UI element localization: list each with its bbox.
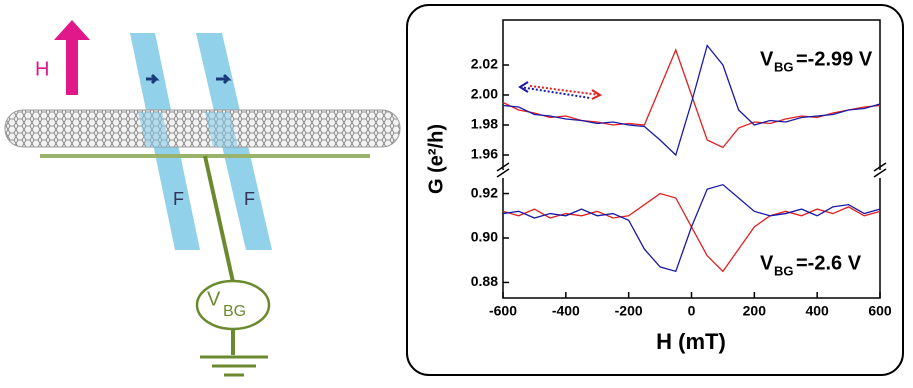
annotation-value: =-2.99 V <box>796 48 873 70</box>
y-tick-label: 1.96 <box>471 146 498 162</box>
annotation: V <box>760 48 774 70</box>
x-tick-label: 200 <box>743 303 767 319</box>
y-tick-label: 0.90 <box>471 229 498 245</box>
electrode-overlap <box>205 112 238 147</box>
sweep-arrow <box>591 89 603 100</box>
y-tick-label: 2.00 <box>471 86 498 102</box>
chart-frame <box>406 4 904 376</box>
electrode-overlap <box>138 112 170 147</box>
x-tick-label: 600 <box>868 303 892 319</box>
annotation-subscript: BG <box>774 59 794 74</box>
x-tick-label: -200 <box>615 303 643 319</box>
axis-break <box>498 170 886 178</box>
trace <box>502 48 881 149</box>
annotation-value: =-2.6 V <box>796 252 862 274</box>
nanotube <box>4 109 401 148</box>
x-tick-label: 0 <box>688 303 696 319</box>
field-label: H <box>35 58 49 80</box>
x-tick-label: 400 <box>805 303 829 319</box>
y-tick-label: 1.98 <box>471 116 498 132</box>
plot: -600 -400 -200 0 200 400 600 1.96 1.98 2.00 2.02 0.… <box>471 44 892 319</box>
annotation: V <box>760 252 774 274</box>
x-axis-label: H (mT) <box>656 329 726 354</box>
magnetization <box>146 73 160 85</box>
wire <box>203 155 235 283</box>
x-tick-label: -400 <box>552 303 580 319</box>
gate-label: V <box>207 288 221 310</box>
y-tick-label: 0.92 <box>471 184 498 200</box>
break-mark <box>496 162 887 178</box>
trace <box>502 183 881 273</box>
sweep-arrow <box>518 81 529 93</box>
x-tick-label: -600 <box>489 303 517 319</box>
y-tick-label: 0.88 <box>471 273 498 289</box>
electrode-label: F <box>173 189 184 209</box>
field-arrow <box>54 20 90 95</box>
trace <box>502 44 881 157</box>
magnetization <box>216 73 232 85</box>
y-tick-label: 2.02 <box>471 56 498 72</box>
y-axis-label: G (e²/h) <box>425 124 447 194</box>
schematic: H F F V BG <box>4 20 401 377</box>
gate-label-subscript: BG <box>223 303 246 320</box>
electrode-label: F <box>244 189 255 209</box>
annotation-subscript: BG <box>774 263 794 278</box>
